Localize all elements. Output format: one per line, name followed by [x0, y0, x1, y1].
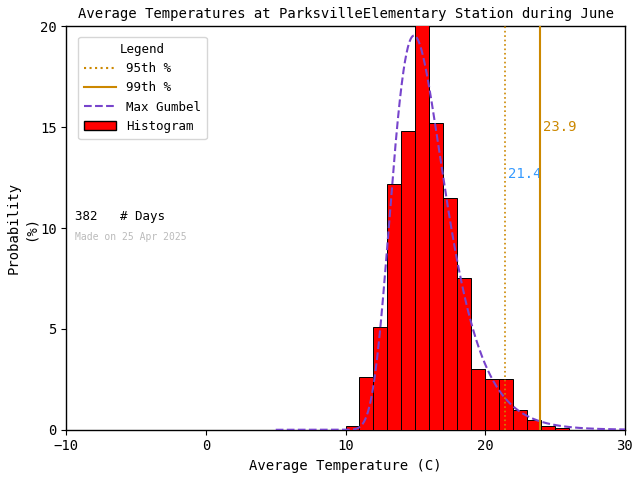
Bar [346, 426, 360, 430]
Bar [457, 278, 471, 430]
Bar [444, 198, 457, 430]
Bar [401, 131, 415, 430]
Bar [527, 420, 541, 430]
Bar [429, 123, 444, 430]
Legend: 95th %, 99th %, Max Gumbel, Histogram: 95th %, 99th %, Max Gumbel, Histogram [78, 36, 207, 139]
Bar [374, 327, 387, 430]
Title: Average Temperatures at ParksvilleElementary Station during June: Average Temperatures at ParksvilleElemen… [77, 7, 614, 21]
Bar [360, 377, 374, 430]
Y-axis label: Probability
(%): Probability (%) [7, 182, 37, 274]
Text: 23.9: 23.9 [543, 120, 577, 134]
Bar [513, 409, 527, 430]
Bar [471, 369, 485, 430]
Text: Made on 25 Apr 2025: Made on 25 Apr 2025 [75, 232, 186, 242]
Bar [415, 20, 429, 430]
Bar [555, 428, 569, 430]
Text: 21.4: 21.4 [508, 167, 541, 180]
Text: 382   # Days: 382 # Days [75, 210, 164, 223]
X-axis label: Average Temperature (C): Average Temperature (C) [249, 459, 442, 473]
Bar [541, 426, 555, 430]
Bar [499, 379, 513, 430]
Bar [485, 379, 499, 430]
Bar [387, 184, 401, 430]
